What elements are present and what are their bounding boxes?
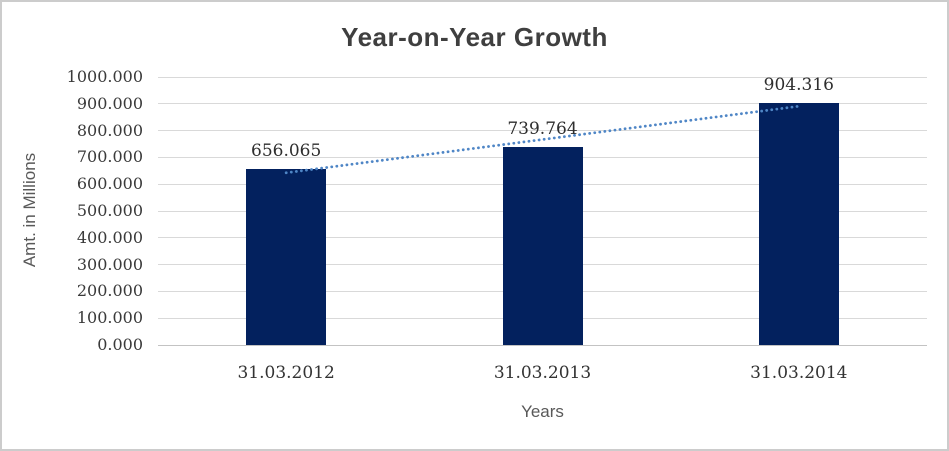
x-axis-line xyxy=(158,344,927,346)
y-tick-label: 1000.000 xyxy=(66,67,143,86)
bar-data-label: 656.065 xyxy=(251,141,322,162)
trendline xyxy=(284,104,801,175)
y-tick-label: 300.000 xyxy=(76,254,143,274)
bar-data-label: 739.764 xyxy=(507,118,578,139)
y-tick-label: 100.000 xyxy=(76,308,143,328)
bar xyxy=(246,169,327,345)
x-tick-label: 31.03.2013 xyxy=(493,363,592,383)
y-tick-label: 900.000 xyxy=(76,93,143,113)
bar-data-label: 904.316 xyxy=(763,74,834,95)
plot-area: 656.065 739.764 904.316 xyxy=(158,74,927,346)
y-tick-label: 0.000 xyxy=(97,335,143,354)
y-tick-label: 800.000 xyxy=(76,120,143,140)
y-tick-label: 500.000 xyxy=(76,201,143,220)
chart-title: Year-on-Year Growth xyxy=(341,22,608,52)
trendline-path xyxy=(284,104,801,175)
gridline xyxy=(158,76,927,78)
y-tick-label: 700.000 xyxy=(76,147,143,167)
x-axis-title: Years xyxy=(521,402,564,421)
y-tick-label: 400.000 xyxy=(76,227,143,247)
bar xyxy=(758,102,839,345)
x-tick-label: 31.03.2014 xyxy=(750,363,848,383)
y-tick-label: 200.000 xyxy=(76,281,143,301)
x-tick-label: 31.03.2012 xyxy=(237,363,335,383)
gridline xyxy=(158,103,927,105)
bar xyxy=(502,146,583,345)
gridline xyxy=(158,130,927,132)
y-tick-label: 600.000 xyxy=(76,174,143,194)
